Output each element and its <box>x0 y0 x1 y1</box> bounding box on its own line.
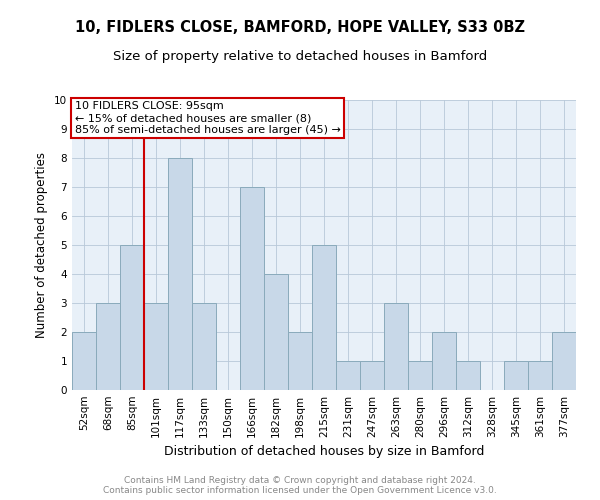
Y-axis label: Number of detached properties: Number of detached properties <box>35 152 49 338</box>
Bar <box>312 245 336 390</box>
Bar <box>432 332 456 390</box>
Bar <box>96 303 120 390</box>
Bar <box>288 332 312 390</box>
Bar <box>144 303 168 390</box>
Bar <box>360 361 384 390</box>
Bar <box>264 274 288 390</box>
Text: Contains HM Land Registry data © Crown copyright and database right 2024.
Contai: Contains HM Land Registry data © Crown c… <box>103 476 497 495</box>
Bar <box>456 361 480 390</box>
Bar <box>120 245 144 390</box>
Text: 10 FIDLERS CLOSE: 95sqm
← 15% of detached houses are smaller (8)
85% of semi-det: 10 FIDLERS CLOSE: 95sqm ← 15% of detache… <box>74 102 340 134</box>
Bar <box>72 332 96 390</box>
Bar <box>504 361 528 390</box>
X-axis label: Distribution of detached houses by size in Bamford: Distribution of detached houses by size … <box>164 446 484 458</box>
Bar <box>168 158 192 390</box>
Text: 10, FIDLERS CLOSE, BAMFORD, HOPE VALLEY, S33 0BZ: 10, FIDLERS CLOSE, BAMFORD, HOPE VALLEY,… <box>75 20 525 35</box>
Text: Size of property relative to detached houses in Bamford: Size of property relative to detached ho… <box>113 50 487 63</box>
Bar <box>192 303 216 390</box>
Bar <box>384 303 408 390</box>
Bar <box>552 332 576 390</box>
Bar <box>528 361 552 390</box>
Bar <box>240 187 264 390</box>
Bar <box>408 361 432 390</box>
Bar <box>336 361 360 390</box>
